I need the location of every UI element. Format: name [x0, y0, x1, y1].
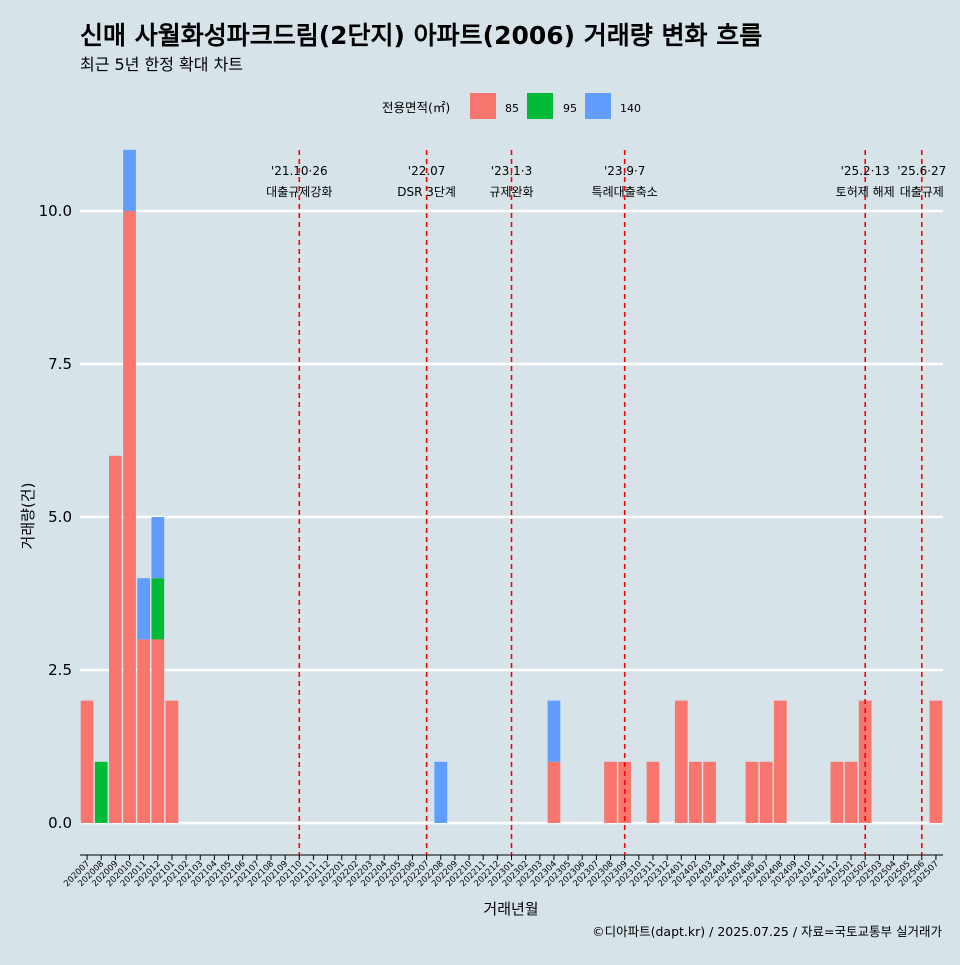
event-text-label: DSR 3단계: [397, 185, 456, 199]
legend-swatch-85: [470, 93, 496, 119]
bar-85-202007: [80, 700, 94, 823]
event-text-label: 대출규제: [900, 185, 944, 199]
bar-140-202010: [123, 149, 136, 211]
bar-140-202012: [151, 517, 165, 579]
event-date-label: '23.1·3: [491, 164, 532, 178]
event-date-label: '23.9·7: [604, 164, 645, 178]
bar-85-202407: [759, 761, 773, 823]
y-tick-label: 7.5: [48, 355, 72, 373]
event-date-label: '22.07: [408, 164, 446, 178]
event-text-label: 토허제 해제: [836, 185, 895, 199]
y-tick-label: 10.0: [39, 202, 72, 220]
event-text-label: 특례대출축소: [592, 185, 658, 199]
bar-85-202010: [123, 211, 136, 823]
bar-140-202011: [137, 578, 151, 640]
bar-85-202406: [745, 761, 759, 823]
event-text-label: 규제완화: [489, 185, 533, 199]
x-axis-title: 거래년월: [483, 900, 538, 918]
legend-label-95: 95: [563, 102, 577, 115]
event-date-label: '25.6·27: [897, 164, 946, 178]
bar-85-202412: [830, 761, 844, 823]
bar-85-202011: [137, 639, 151, 823]
bar-85-202403: [703, 761, 716, 823]
bar-85-202507: [929, 700, 943, 823]
event-date-label: '25.2·13: [841, 164, 890, 178]
legend-title: 전용면적(㎡): [382, 100, 450, 115]
bar-85-202009: [109, 455, 122, 823]
y-axis-title: 거래량(건): [19, 483, 37, 550]
bar-85-202012: [151, 639, 165, 823]
chart-caption: ©디아파트(dapt.kr) / 2025.07.25 / 자료=국토교통부 실…: [592, 924, 942, 939]
bar-85-202101: [165, 700, 179, 823]
y-tick-label: 0.0: [48, 814, 72, 832]
bar-85-202501: [844, 761, 858, 823]
bar-85-202304: [547, 761, 561, 823]
bar-85-202502: [858, 700, 872, 823]
bar-85-202408: [773, 700, 787, 823]
event-date-label: '21.10·26: [271, 164, 328, 178]
bar-85-202311: [646, 761, 660, 823]
legend-swatch-140: [585, 93, 611, 119]
legend-label-140: 140: [620, 102, 641, 115]
chart-title: 신매 사월화성파크드림(2단지) 아파트(2006) 거래량 변화 흐름: [80, 21, 762, 50]
bar-95-202008: [94, 761, 108, 823]
bar-85-202402: [689, 761, 702, 823]
plot-area: 0.02.55.07.510.0202007202008202009202010…: [39, 149, 946, 889]
y-tick-label: 5.0: [48, 508, 72, 526]
event-text-label: 대출규제강화: [266, 185, 332, 199]
bar-95-202012: [151, 578, 165, 640]
chart-subtitle: 최근 5년 한정 확대 차트: [80, 55, 243, 74]
legend: 전용면적(㎡) 85 95 140: [382, 93, 641, 119]
bar-140-202304: [547, 700, 561, 762]
y-tick-label: 2.5: [48, 661, 72, 679]
legend-label-85: 85: [505, 102, 519, 115]
bar-85-202308: [604, 761, 617, 823]
legend-swatch-95: [527, 93, 553, 119]
bar-85-202401: [674, 700, 688, 823]
bar-140-202208: [434, 761, 448, 823]
